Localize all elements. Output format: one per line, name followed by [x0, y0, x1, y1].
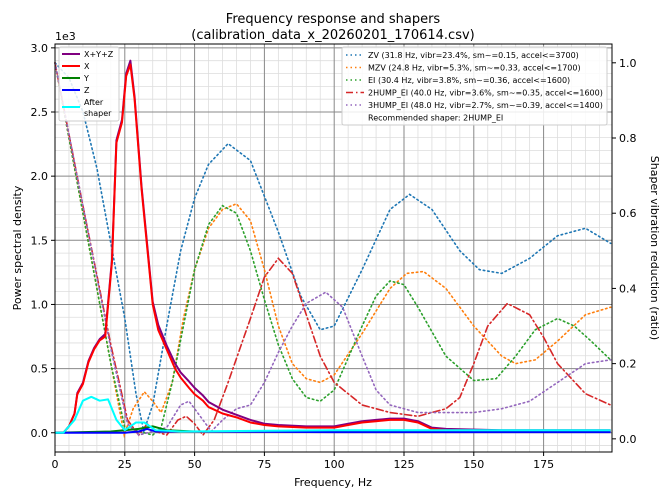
y-right-tick-label: 0.4 [619, 282, 637, 295]
legend-shaper-label: EI (30.4 Hz, vibr=3.8%, sm~=0.36, accel<… [368, 76, 570, 85]
x-tick-label: 75 [257, 458, 271, 471]
x-tick-label: 175 [533, 458, 554, 471]
chart-title: Frequency response and shapers [226, 12, 441, 27]
y-tick-label: 1.5 [31, 234, 49, 247]
y-axis-label: Power spectral density [11, 185, 24, 310]
x-tick-label: 0 [52, 458, 59, 471]
y-right-tick-label: 0.6 [619, 207, 637, 220]
y-tick-label: 2.0 [31, 170, 49, 183]
x-tick-label: 100 [324, 458, 345, 471]
legend-psd-label: Y [83, 74, 89, 83]
y-right-tick-label: 0.8 [619, 132, 637, 145]
grid [54, 44, 612, 452]
legend-shaper-label: 3HUMP_EI (48.0 Hz, vibr=2.7%, sm~=0.39, … [368, 101, 603, 110]
axes: 0 25 50 75 100 125 150 175 0.0 0.5 1.0 1.5 2.0 2.5 3.0… [31, 42, 637, 471]
shaper-line-0 [54, 62, 612, 435]
recommended-shaper: Recommended shaper: 2HUMP_EI [368, 114, 503, 123]
y-tick-label: 2.5 [31, 106, 49, 119]
legend-psd-label: Z [84, 86, 90, 95]
chart-subtitle: (calibration_data_x_20260201_170614.csv) [191, 28, 474, 43]
axes-frame [54, 43, 613, 453]
y-axis-right-label: Shaper vibration reduction (ratio) [648, 156, 661, 340]
legend-psd-label: After [84, 98, 104, 107]
y-right-tick-label: 0.2 [619, 358, 637, 371]
x-tick-label: 50 [188, 458, 202, 471]
y-tick-label: 3.0 [31, 42, 49, 55]
x-axis-label: Frequency, Hz [294, 476, 372, 489]
legend-shaper-label: MZV (24.8 Hz, vibr=5.3%, sm~=0.33, accel… [368, 64, 581, 73]
plot-area [54, 59, 612, 439]
y-multiplier: 1e3 [55, 30, 76, 43]
y-tick-label: 0.0 [31, 427, 49, 440]
legend-shapers-box [341, 46, 608, 126]
legend-shaper-label: 2HUMP_EI (40.0 Hz, vibr=3.6%, sm~=0.35, … [368, 89, 603, 98]
legend-psd: X+Y+Z XYZ After shaper [58, 46, 120, 122]
legend-shapers: ZV (31.8 Hz, vibr=23.4%, sm~=0.15, accel… [341, 46, 608, 126]
x-tick-label: 25 [118, 458, 132, 471]
psd-line-1 [55, 63, 611, 434]
shaper-line-4 [54, 62, 612, 436]
legend-psd-label: X [84, 62, 90, 71]
y-tick-label: 0.5 [31, 363, 49, 376]
legend-psd-label: shaper [84, 109, 112, 118]
x-tick-label: 125 [393, 458, 414, 471]
psd-line-4 [55, 395, 611, 434]
legend-psd-label: X+Y+Z [84, 50, 114, 59]
y-right-tick-label: 0.0 [619, 433, 637, 446]
x-tick-label: 150 [463, 458, 484, 471]
y-tick-label: 1.0 [31, 298, 49, 311]
y-right-tick-label: 1.0 [619, 57, 637, 70]
psd-line-3 [55, 427, 611, 434]
legend-shaper-label: ZV (31.8 Hz, vibr=23.4%, sm~=0.15, accel… [368, 51, 579, 60]
shaper-line-1 [54, 62, 612, 439]
